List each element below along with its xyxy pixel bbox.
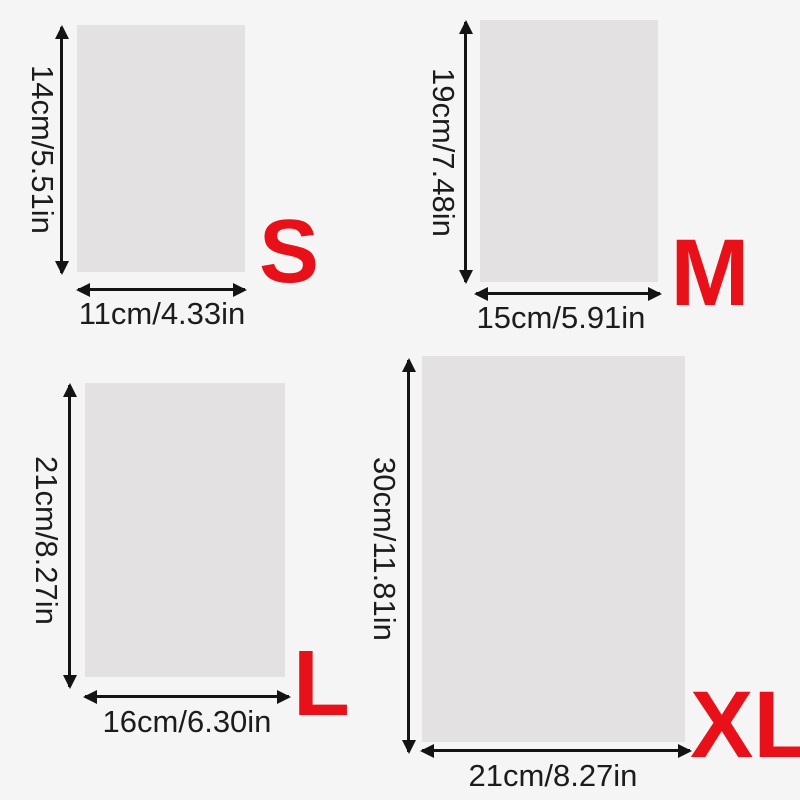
width-arrow-l — [85, 695, 289, 698]
width-label-xl: 21cm/8.27in — [468, 758, 638, 793]
size-letter-xl: XL — [690, 672, 800, 778]
width-label-l: 16cm/6.30in — [102, 704, 272, 739]
size-letter-s: S — [258, 202, 320, 302]
height-arrow-l — [68, 385, 71, 687]
height-arrow-xl — [407, 360, 410, 752]
width-arrow-xl — [422, 749, 690, 752]
width-arrow-s — [78, 288, 245, 291]
height-label-l: 21cm/8.27in — [29, 455, 64, 625]
size-swatch-l — [85, 383, 285, 677]
height-arrow-s — [60, 27, 63, 273]
height-label-s: 14cm/5.51in — [25, 64, 60, 234]
height-label-m: 19cm/7.48in — [426, 67, 461, 237]
width-label-m: 15cm/5.91in — [476, 300, 646, 335]
height-arrow-m — [464, 22, 467, 282]
size-letter-l: L — [293, 631, 350, 735]
size-swatch-s — [77, 25, 245, 272]
width-arrow-m — [476, 292, 660, 295]
size-letter-m: M — [670, 220, 750, 326]
size-swatch-xl — [422, 356, 685, 742]
width-label-s: 11cm/4.33in — [78, 296, 246, 331]
height-label-xl: 30cm/11.81in — [367, 457, 402, 641]
size-swatch-m — [480, 20, 658, 282]
